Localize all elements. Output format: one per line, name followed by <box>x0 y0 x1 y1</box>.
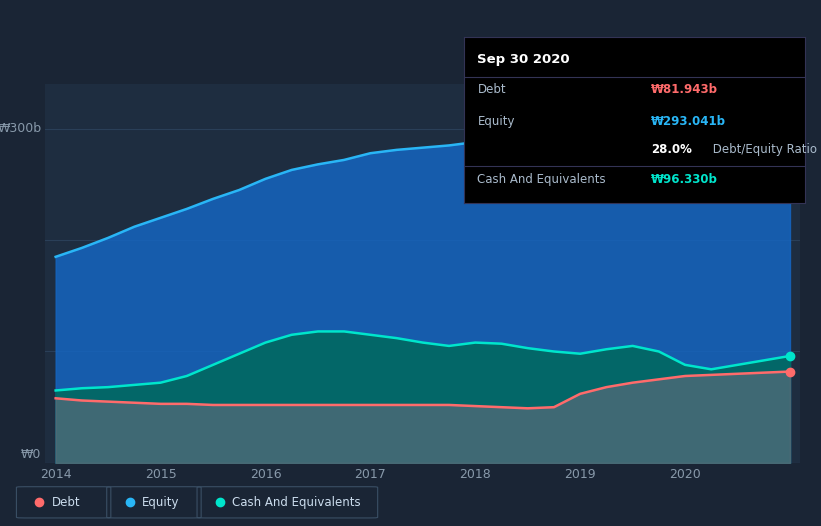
Text: Debt: Debt <box>478 83 506 96</box>
Text: ₩293.041b: ₩293.041b <box>651 115 727 128</box>
Text: Cash And Equivalents: Cash And Equivalents <box>478 173 606 186</box>
Text: Equity: Equity <box>478 115 515 128</box>
Text: Debt/Equity Ratio: Debt/Equity Ratio <box>709 143 817 156</box>
Text: Sep 30 2020: Sep 30 2020 <box>478 54 570 66</box>
Text: Equity: Equity <box>142 496 180 509</box>
Text: ₩81.943b: ₩81.943b <box>651 83 718 96</box>
Text: ₩0: ₩0 <box>21 448 41 461</box>
Text: 28.0%: 28.0% <box>651 143 692 156</box>
Text: ₩300b: ₩300b <box>0 122 41 135</box>
Text: ₩96.330b: ₩96.330b <box>651 173 718 186</box>
Text: Debt: Debt <box>52 496 80 509</box>
Text: Cash And Equivalents: Cash And Equivalents <box>232 496 361 509</box>
